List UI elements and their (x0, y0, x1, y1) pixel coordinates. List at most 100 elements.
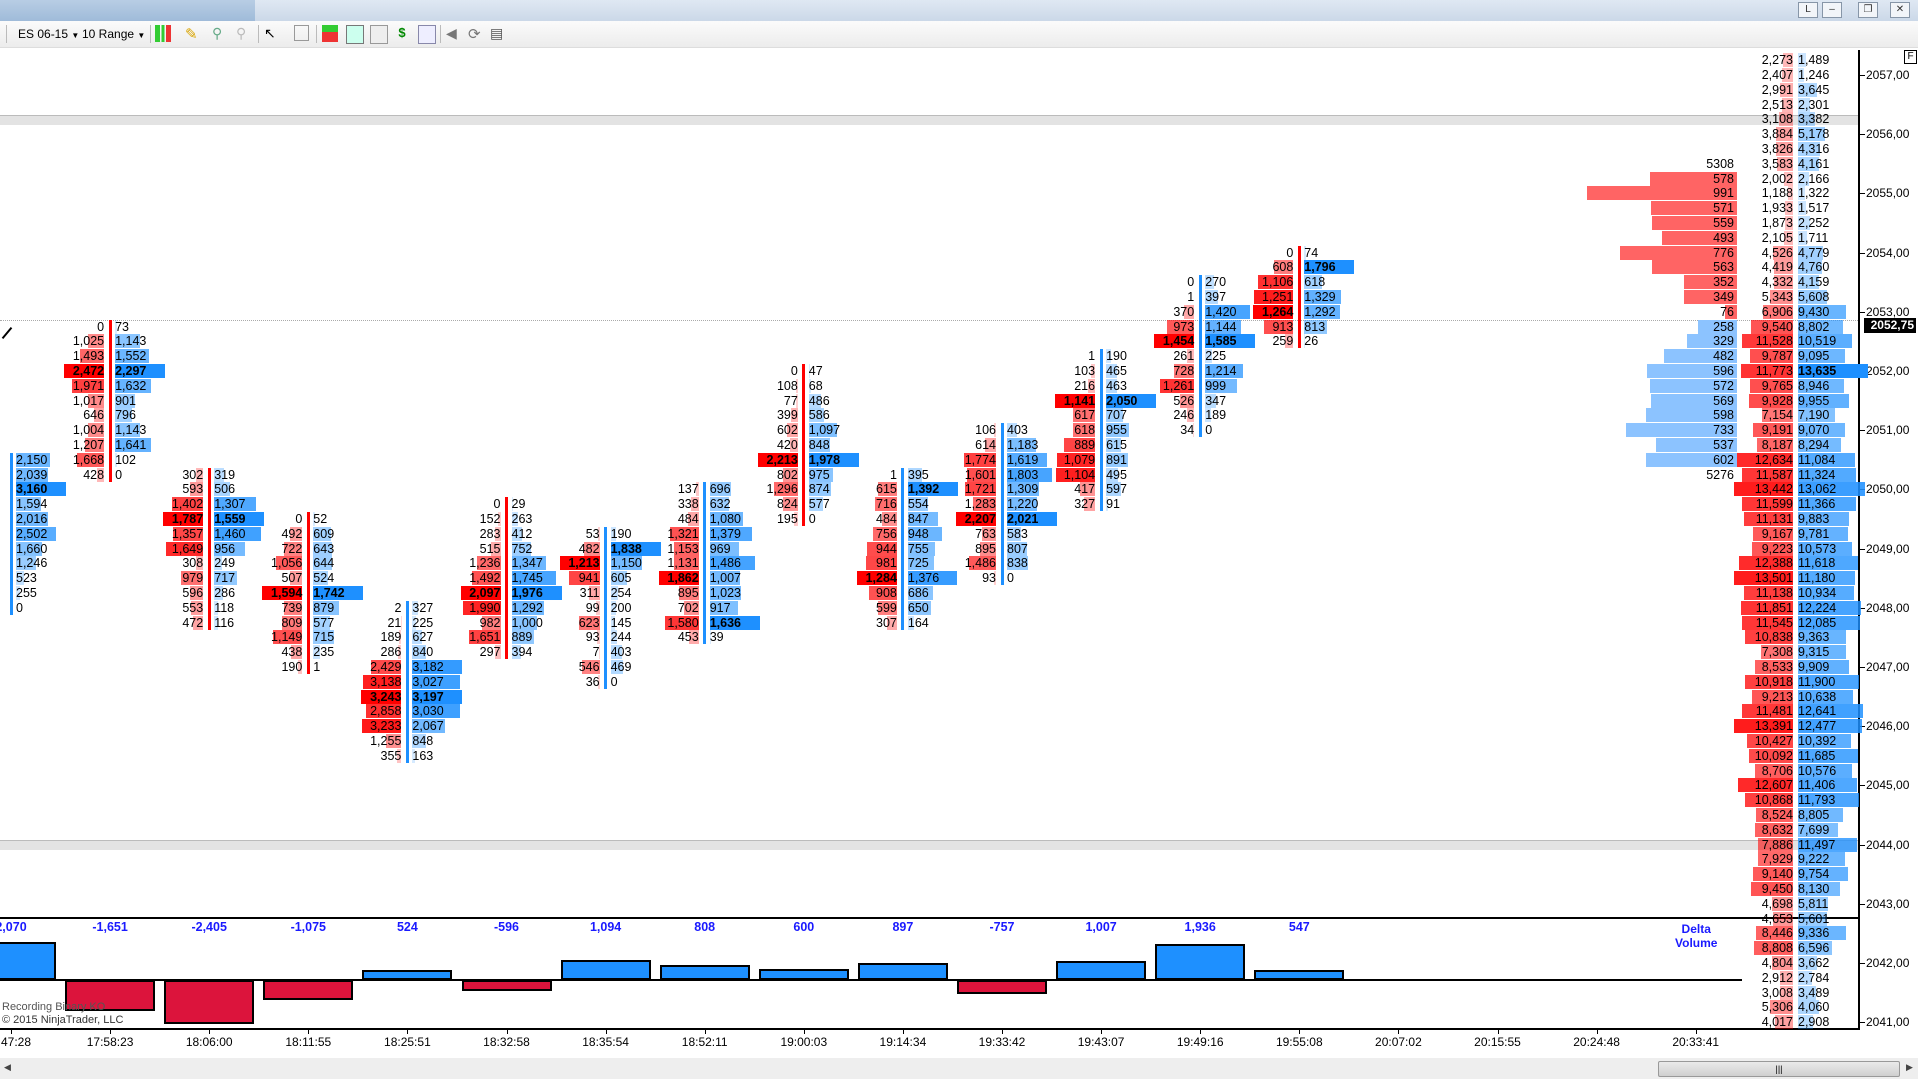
ask-volume-bar (511, 556, 546, 571)
ladder-ask-volume-bar (1798, 467, 1857, 482)
candle-line[interactable] (604, 526, 608, 689)
candle-line[interactable] (405, 600, 409, 763)
ask-volume-cell: 91 (1106, 497, 1156, 512)
ask-volume-bar (214, 556, 223, 571)
ask-volume-cell: 102 (115, 452, 165, 467)
bid-volume-cell: 108 (748, 378, 798, 393)
minimize-button[interactable]: – (1822, 2, 1842, 18)
strategies-icon[interactable] (346, 25, 364, 44)
ask-volume-cell: 68 (808, 378, 859, 393)
candle-line[interactable] (108, 319, 112, 482)
scroll-back-icon[interactable]: ◀ (446, 25, 457, 41)
candle-line[interactable] (802, 364, 806, 526)
chart-flag-button[interactable]: F (1904, 50, 1917, 64)
buy-profile-value: 572 (1713, 378, 1734, 393)
zoom-out-icon[interactable]: ⚲ (236, 25, 247, 41)
ladder-ask-volume-value: 4,779 (1798, 245, 1830, 260)
delta-bar[interactable] (1056, 961, 1147, 980)
cursor-icon[interactable]: ↖ (264, 25, 276, 41)
ladder-ask-volume-bar (1798, 82, 1817, 97)
ask-volume-bar (907, 541, 935, 556)
chart-style-icon[interactable] (155, 25, 171, 42)
delta-value-label: 600 (793, 920, 815, 934)
pencil-icon[interactable]: ✎ (185, 26, 198, 43)
monitor-icon[interactable]: ▤ (490, 25, 504, 41)
ask-volume-value: 609 (313, 526, 335, 541)
bid-volume-cell: 2,207 (946, 512, 996, 526)
link-button[interactable]: L (1798, 2, 1818, 18)
ask-volume-cell: 948 (907, 526, 958, 541)
ask-volume-value: 874 (808, 482, 830, 497)
ladder-bid-volume-value: 2,912 (1761, 970, 1793, 985)
ask-volume-cell: 1,619 (1007, 452, 1057, 467)
ask-volume-cell: 696 (709, 482, 760, 497)
zoom-in-icon[interactable]: ⚲ (212, 25, 223, 41)
ladder-ask-volume-value: 3,382 (1798, 112, 1830, 127)
bid-volume-bar (982, 526, 996, 541)
horizontal-scrollbar[interactable]: ◀ ||| ▶ (0, 1058, 1918, 1079)
dollar-icon[interactable]: $ (398, 25, 406, 40)
bid-volume-cell: 608 (1243, 260, 1294, 275)
ladder-bid-volume-cell: 9,787 (1740, 349, 1793, 364)
candle-line[interactable] (207, 467, 211, 630)
bid-volume-cell: 722 (252, 541, 303, 556)
candle-line[interactable] (505, 497, 508, 660)
candle-line[interactable] (1297, 245, 1301, 349)
close-button[interactable]: ✕ (1890, 2, 1910, 18)
delta-bar[interactable] (560, 959, 651, 980)
ask-volume-bar (1106, 497, 1109, 512)
scroll-left-icon[interactable]: ◀ (4, 1062, 11, 1072)
candle-line[interactable] (703, 482, 707, 645)
reload-icon[interactable]: ⟳ (468, 26, 481, 43)
bid-volume-cell: 1,649 (153, 541, 204, 556)
delta-bar[interactable] (164, 980, 255, 1025)
price-axis-label: 2051,00 (1866, 423, 1910, 438)
ask-volume-cell: 1,392 (907, 482, 958, 497)
scroll-right-icon[interactable]: ▶ (1906, 1062, 1913, 1072)
delta-bar[interactable] (758, 968, 849, 980)
bid-volume-cell: 1,251 (1243, 290, 1294, 304)
ask-volume-value: 2,039 (16, 467, 48, 482)
delta-bar[interactable] (65, 980, 156, 1011)
ladder-ask-volume-cell: 10,638 (1798, 689, 1856, 704)
ladder-bid-volume-bar (1783, 53, 1793, 68)
candle-line[interactable] (901, 467, 905, 630)
delta-bar[interactable] (1254, 969, 1345, 980)
calculator-icon[interactable] (418, 25, 436, 44)
candle-line[interactable] (306, 512, 310, 674)
properties-icon[interactable] (370, 25, 388, 44)
delta-bar[interactable] (957, 980, 1047, 994)
indicators-icon[interactable] (322, 25, 338, 42)
delta-bar[interactable] (461, 980, 552, 992)
ladder-bid-volume-value: 1,188 (1761, 186, 1793, 201)
ladder-ask-volume-bar (1798, 615, 1861, 630)
delta-bar[interactable] (0, 941, 56, 980)
maximize-button[interactable]: ❐ (1858, 2, 1878, 18)
candle-line[interactable] (1099, 349, 1103, 512)
data-box-icon[interactable] (294, 25, 309, 41)
horizontal-line-drawing[interactable] (0, 115, 1858, 125)
candle-line[interactable] (1198, 275, 1202, 438)
bid-volume-bar (796, 393, 798, 408)
candle-line[interactable] (1000, 423, 1004, 586)
bid-volume-cell: 0 (54, 320, 104, 334)
horizontal-line-drawing[interactable] (0, 840, 1858, 850)
ladder-bid-volume-bar (1762, 304, 1793, 319)
delta-bar[interactable] (263, 980, 354, 1000)
bid-volume-value: 370 (1173, 304, 1195, 319)
instrument-selector[interactable]: ES 06-15 ▼ (18, 26, 79, 42)
time-axis-tick (308, 1029, 310, 1034)
bid-volume-cell: 195 (748, 512, 798, 526)
ask-volume-value: 1,143 (115, 423, 147, 438)
bid-volume-value: 1,990 (469, 600, 501, 615)
delta-bar[interactable] (857, 963, 948, 980)
candle-line[interactable] (9, 452, 13, 615)
delta-bar[interactable] (659, 965, 750, 980)
period-selector[interactable]: 10 Range ▼ (82, 26, 145, 42)
ask-volume-value: 327 (412, 600, 434, 615)
ask-volume-value: 225 (412, 615, 434, 630)
toolbar-grip[interactable] (6, 25, 7, 43)
delta-bar[interactable] (362, 970, 453, 980)
scrollbar-thumb[interactable]: ||| (1658, 1061, 1900, 1077)
delta-bar[interactable] (1155, 944, 1246, 980)
